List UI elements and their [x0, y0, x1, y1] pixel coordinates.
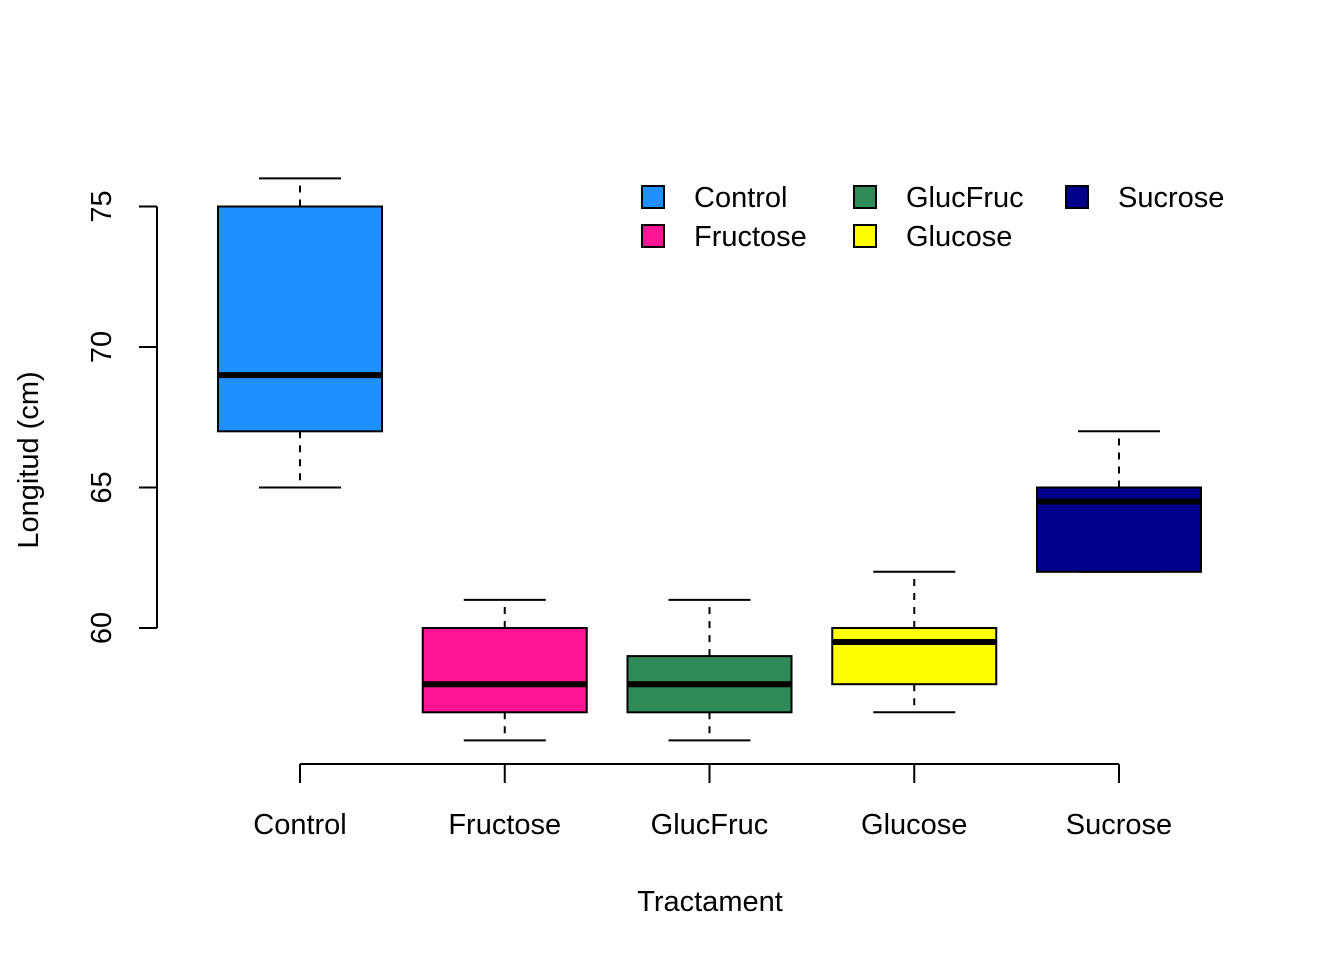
legend-swatch-fructose	[641, 224, 665, 248]
y-axis-label: Longitud (cm)	[13, 371, 45, 548]
box-glucfruc	[626, 598, 793, 742]
y-tick-label-65: 65	[86, 471, 118, 503]
legend-swatch-glucose	[853, 224, 877, 248]
x-axis: Control Fructose GlucFruc Glucose Sucrose	[253, 763, 1172, 841]
y-tick-label-70: 70	[86, 331, 118, 363]
legend-label-glucose: Glucose	[906, 221, 1012, 253]
legend-swatch-glucfruc	[853, 185, 877, 209]
box-glucose	[831, 570, 998, 714]
box-fructose	[421, 598, 588, 742]
box-rect-fructose	[421, 627, 588, 714]
boxes-layer	[217, 177, 1202, 742]
x-tick-label-sucrose: Sucrose	[1066, 809, 1172, 841]
box-rect-control	[217, 205, 383, 433]
x-tick-label-fructose: Fructose	[448, 809, 561, 841]
box-rect-glucose	[831, 627, 998, 686]
y-tick-label-60: 60	[86, 612, 118, 644]
legend-label-control: Control	[694, 182, 788, 214]
y-tick-label-75: 75	[86, 190, 118, 222]
x-tick-label-glucose: Glucose	[861, 809, 967, 841]
legend-swatch-sucrose	[1065, 185, 1089, 209]
box-control	[217, 177, 383, 489]
legend: Control Fructose GlucFruc Glucose Sucrose	[641, 182, 1224, 253]
legend-label-glucfruc: GlucFruc	[906, 182, 1024, 214]
legend-swatch-control	[641, 185, 665, 209]
legend-label-sucrose: Sucrose	[1118, 182, 1224, 214]
x-tick-label-control: Control	[253, 809, 347, 841]
legend-label-fructose: Fructose	[694, 221, 807, 253]
y-axis: 60 65 70 75	[86, 190, 158, 644]
x-tick-label-glucfruc: GlucFruc	[651, 809, 769, 841]
x-axis-label: Tractament	[637, 886, 783, 918]
box-sucrose	[1036, 430, 1202, 573]
